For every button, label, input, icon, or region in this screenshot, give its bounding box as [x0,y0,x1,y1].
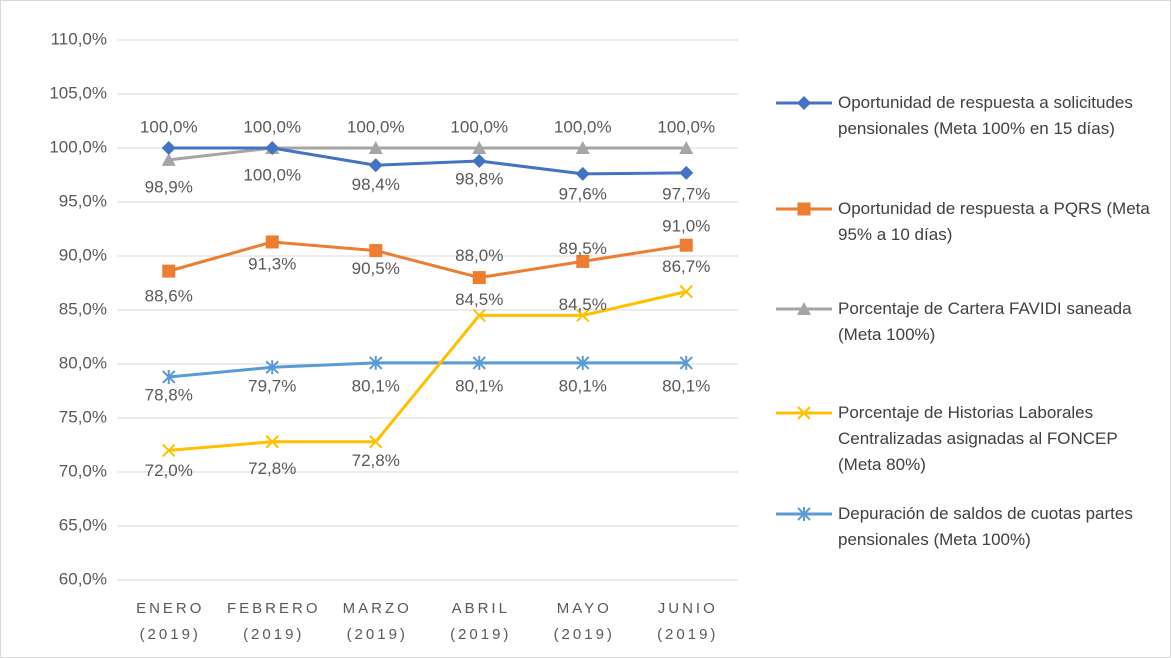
marker [575,166,590,181]
legend-label: Porcentaje de Historias Laborales Centra… [838,403,1118,474]
marker [797,96,811,110]
marker [576,254,590,268]
marker [265,141,280,155]
marker [161,141,176,155]
marker [575,141,590,154]
data-label: 98,4% [352,175,400,194]
legend-label: Oportunidad de respuesta a solicitudes p… [838,93,1133,138]
marker [797,507,811,521]
y-tick-label: 75,0% [59,407,107,426]
marker [162,264,176,278]
data-label: 80,1% [559,376,607,395]
marker [265,435,279,449]
data-label: 88,6% [145,287,193,306]
y-tick-label: 85,0% [59,299,107,318]
data-label: 80,1% [662,376,710,395]
data-label: 100,0% [450,117,508,136]
marker [472,153,487,168]
marker [679,284,693,299]
marker [679,355,693,370]
data-label: 90,5% [352,259,400,278]
data-label: 80,1% [455,376,503,395]
marker [472,271,486,285]
data-label: 97,7% [662,184,710,203]
data-label: 72,8% [248,459,296,478]
marker [265,235,279,249]
series-line [168,146,687,162]
y-tick-label: 80,0% [59,353,107,372]
data-label: 88,0% [455,246,503,265]
data-label: 91,0% [662,217,710,236]
series-line [168,146,687,176]
y-tick-label: 95,0% [59,191,107,210]
marker [472,355,486,370]
data-label: 100,0% [243,117,301,136]
marker [797,406,811,420]
marker [162,369,176,384]
data-label: 72,0% [145,461,193,480]
marker [679,238,693,252]
x-tick-label: JUNIO (2019) [657,600,719,643]
marker [472,141,487,154]
data-label: 79,7% [248,377,296,396]
data-label: 89,5% [559,239,607,258]
data-label: 98,8% [455,169,503,188]
data-label: 91,3% [248,254,296,273]
marker [265,360,279,375]
marker [161,152,176,166]
marker [679,165,694,180]
marker [472,308,486,323]
marker [797,302,811,315]
marker [679,141,694,154]
marker [368,141,383,154]
data-label: 84,5% [455,290,503,309]
data-label: 72,8% [352,451,400,470]
data-label: 100,0% [243,165,301,184]
data-label: 100,0% [347,117,405,136]
data-label: 100,0% [657,117,715,136]
data-label: 100,0% [140,117,198,136]
y-tick-label: 110,0% [51,29,107,48]
data-label: 84,5% [559,295,607,314]
y-tick-label: 90,0% [59,245,107,264]
marker [162,443,176,458]
y-tick-label: 105,0% [49,83,107,102]
y-tick-label: 60,0% [59,569,107,588]
x-tick-label: MARZO (2019) [342,600,412,643]
series-line [168,361,687,379]
legend-label: Porcentaje de Cartera FAVIDI saneada (Me… [838,299,1132,344]
y-tick-label: 100,0% [49,137,107,156]
data-label: 100,0% [554,117,612,136]
marker [368,158,383,173]
x-tick-label: ENERO (2019) [136,600,205,643]
x-tick-label: MAYO (2019) [553,600,615,643]
y-tick-label: 65,0% [59,515,107,534]
y-tick-label: 70,0% [59,461,107,480]
data-label: 80,1% [352,376,400,395]
marker [369,244,383,258]
marker [576,355,590,370]
marker [797,202,811,216]
data-label: 86,7% [662,257,710,276]
series-line [168,240,687,280]
marker [369,355,383,370]
x-tick-label: ABRIL (2019) [450,600,512,643]
legend-label: Oportunidad de respuesta a PQRS (Meta 95… [838,199,1150,244]
data-label: 98,9% [145,177,193,196]
legend-label: Depuración de saldos de cuotas partes pe… [838,504,1133,549]
data-label: 78,8% [145,385,193,404]
series-line [168,290,687,452]
marker [576,308,590,323]
data-label: 97,6% [559,184,607,203]
marker [369,435,383,449]
x-tick-label: FEBRERO (2019) [226,600,321,643]
